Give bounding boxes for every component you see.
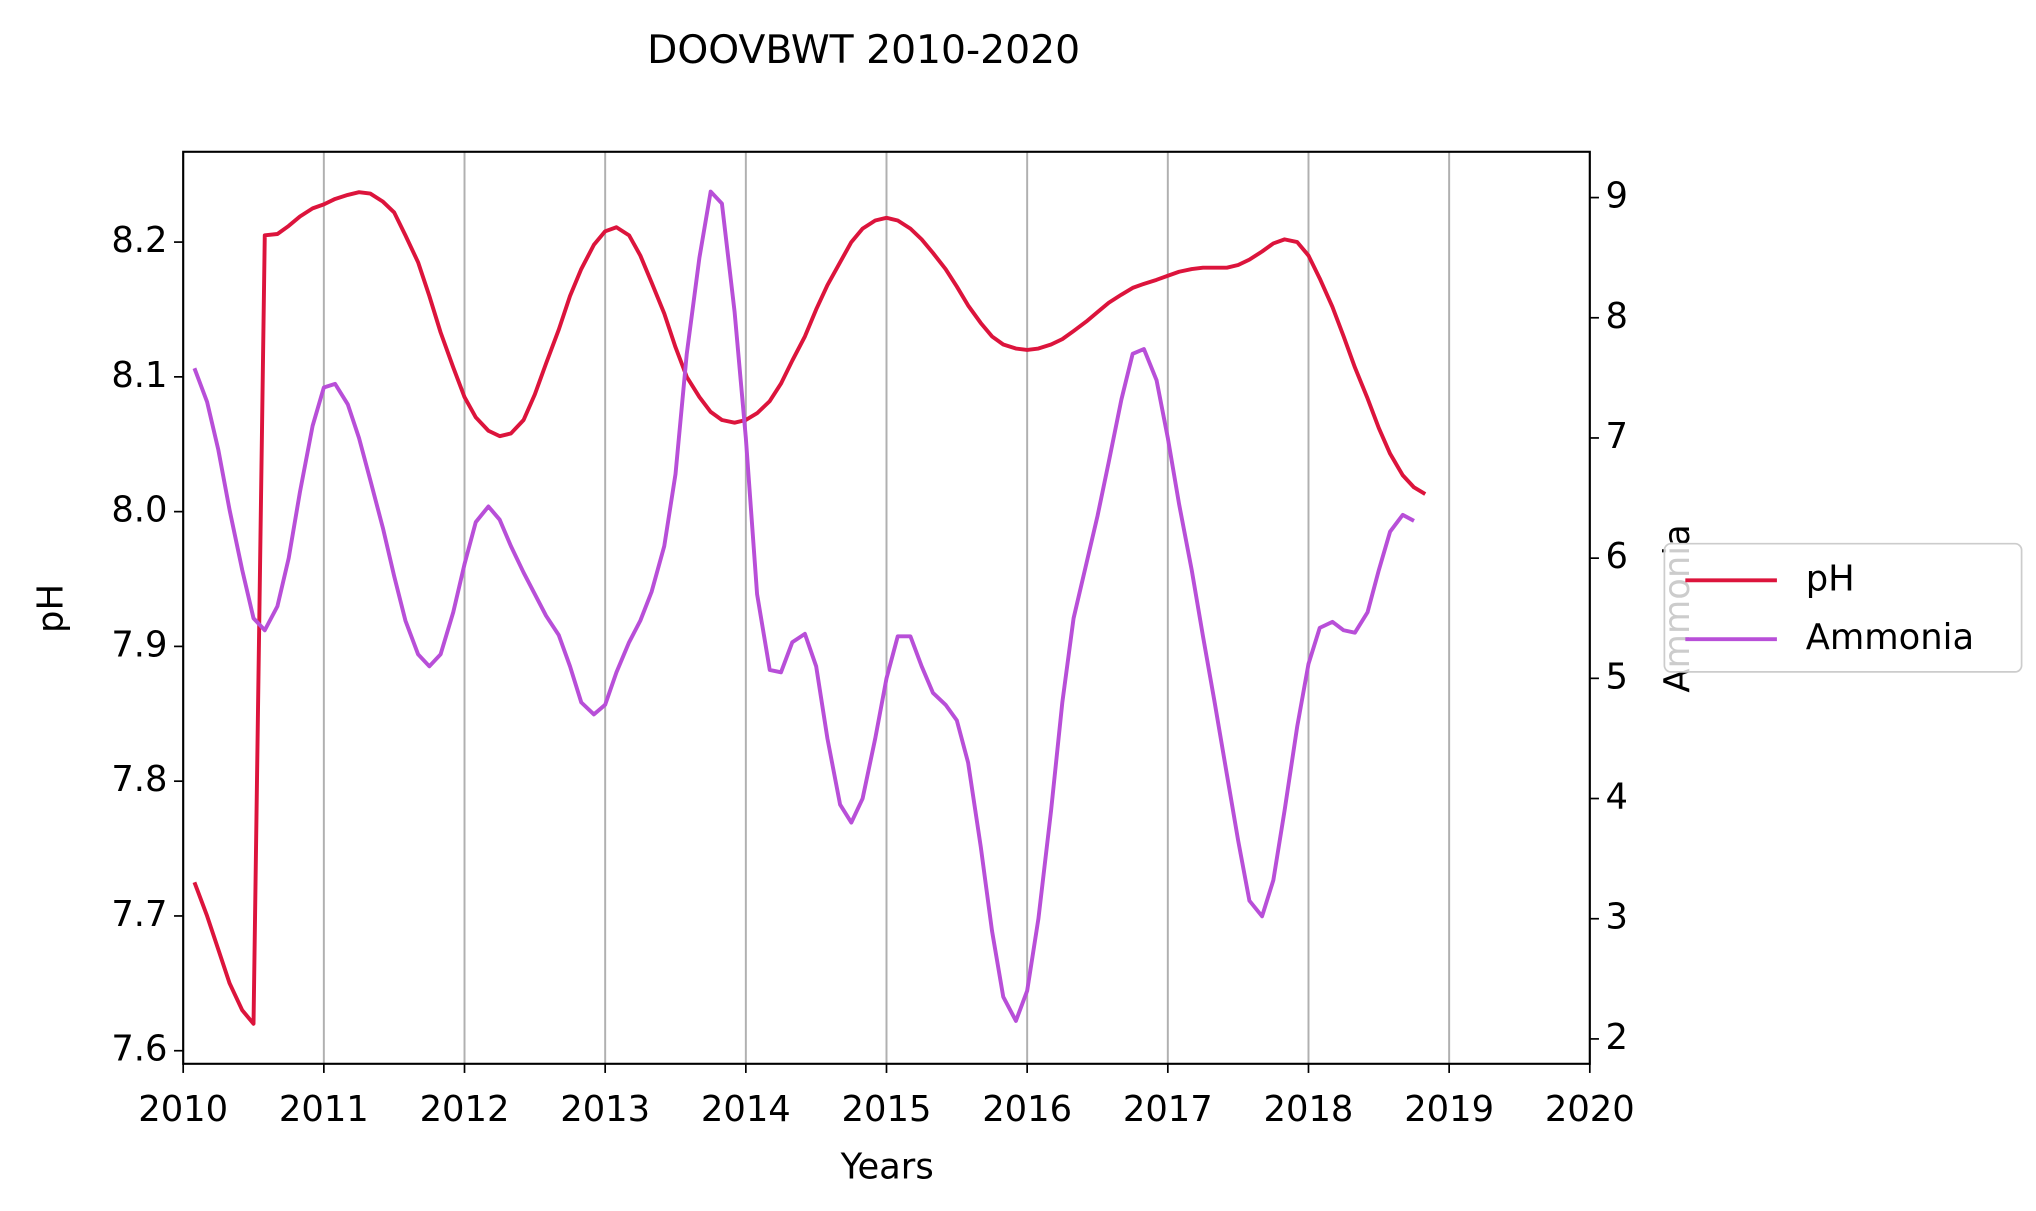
x-tick-label: 2016 <box>982 1089 1072 1130</box>
x-tick-label: 2017 <box>1123 1089 1213 1130</box>
legend: pH Ammonia <box>1663 542 2023 673</box>
data-line <box>192 190 1427 1026</box>
x-tick-label: 2018 <box>1264 1089 1354 1130</box>
y2-tick-label: 8 <box>1606 296 1628 337</box>
y-tick-label: 8.2 <box>111 220 167 261</box>
y2-tick-label: 6 <box>1606 536 1628 577</box>
y2-tick-label: 7 <box>1606 416 1628 457</box>
x-tick-label: 2020 <box>1545 1089 1635 1130</box>
y2-tick-label: 5 <box>1606 656 1628 697</box>
y2-tick-label: 3 <box>1606 897 1628 938</box>
y2-tick-label: 9 <box>1606 176 1628 217</box>
x-tick-label: 2011 <box>279 1089 369 1130</box>
x-tick-label: 2019 <box>1404 1089 1494 1130</box>
y-tick-label: 7.7 <box>111 894 167 935</box>
x-tick-label: 2015 <box>842 1089 932 1130</box>
y-tick-label: 8.1 <box>111 355 167 396</box>
x-axis-label: Years <box>840 1146 934 1187</box>
legend-label: Ammonia <box>1806 617 1974 658</box>
plot-frame <box>182 150 1591 1065</box>
x-tick-label: 2014 <box>701 1089 791 1130</box>
y-axis-label: pH <box>30 584 71 633</box>
data-line <box>192 189 1415 1023</box>
y-tick-label: 7.6 <box>111 1029 167 1070</box>
chart-title: DOOVBWT 2010-2020 <box>647 28 1080 73</box>
y-tick-label: 7.8 <box>111 759 167 800</box>
x-tick-label: 2013 <box>560 1089 650 1130</box>
y2-tick-label: 4 <box>1606 777 1628 818</box>
x-tick-label: 2012 <box>420 1089 510 1130</box>
y2-tick-label: 2 <box>1606 1017 1628 1058</box>
x-tick-label: 2010 <box>138 1089 228 1130</box>
legend-label: pH <box>1806 558 1855 599</box>
y-tick-label: 7.9 <box>111 624 167 665</box>
y-tick-label: 8.0 <box>111 490 167 531</box>
